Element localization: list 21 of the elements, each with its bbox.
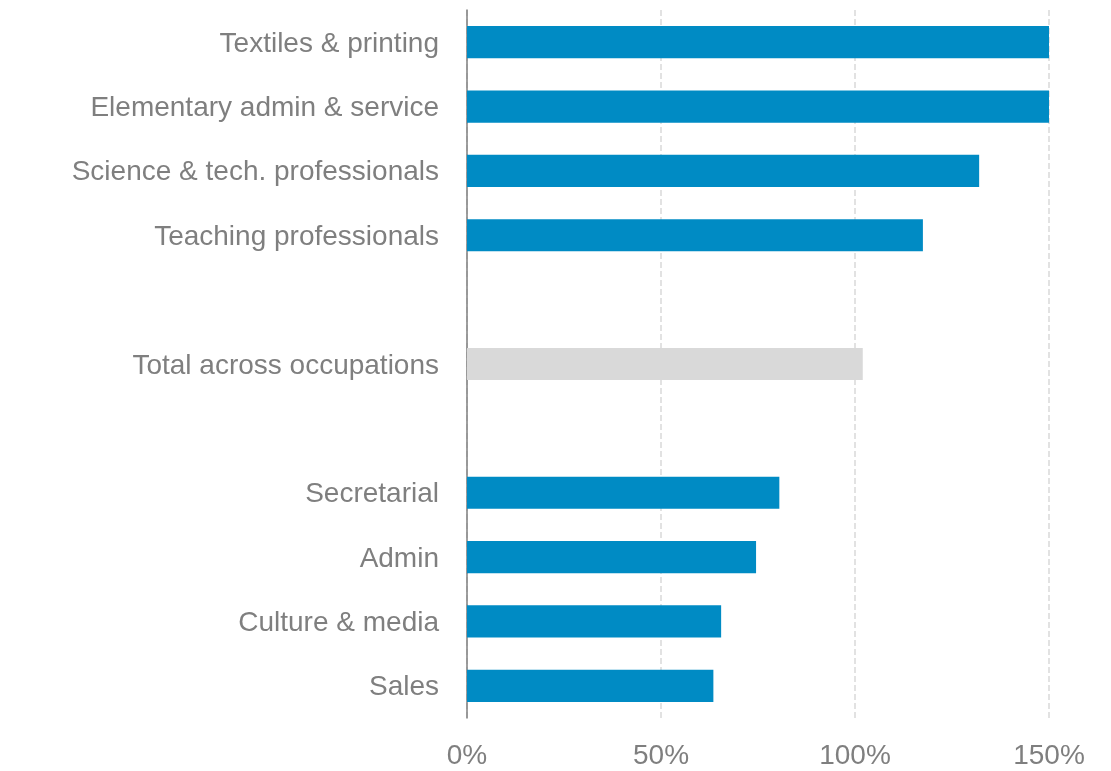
y-tick-label: Science & tech. professionals [71,155,439,187]
x-tick-label: 50% [632,738,690,770]
y-tick-label: Secretarial [305,477,439,509]
y-tick-label: Elementary admin & service [90,91,439,123]
y-tick-label: Textiles & printing [219,26,439,58]
y-tick-label: Sales [368,670,439,702]
bar [467,476,780,509]
x-tick-label: 100% [819,738,891,770]
x-tick-label: 150% [1013,738,1085,770]
x-tick-label: 0% [446,738,488,770]
bar [467,154,980,187]
bar [467,541,757,574]
y-tick-label: Teaching professionals [154,219,439,251]
bar [467,605,722,638]
y-tick-label: Admin [359,541,439,573]
bar [467,219,923,252]
bar [467,26,1049,59]
y-tick-label: Culture & media [238,605,440,637]
y-tick-label: Total across occupations [132,348,439,380]
bar [467,669,714,702]
bar [467,90,1049,123]
